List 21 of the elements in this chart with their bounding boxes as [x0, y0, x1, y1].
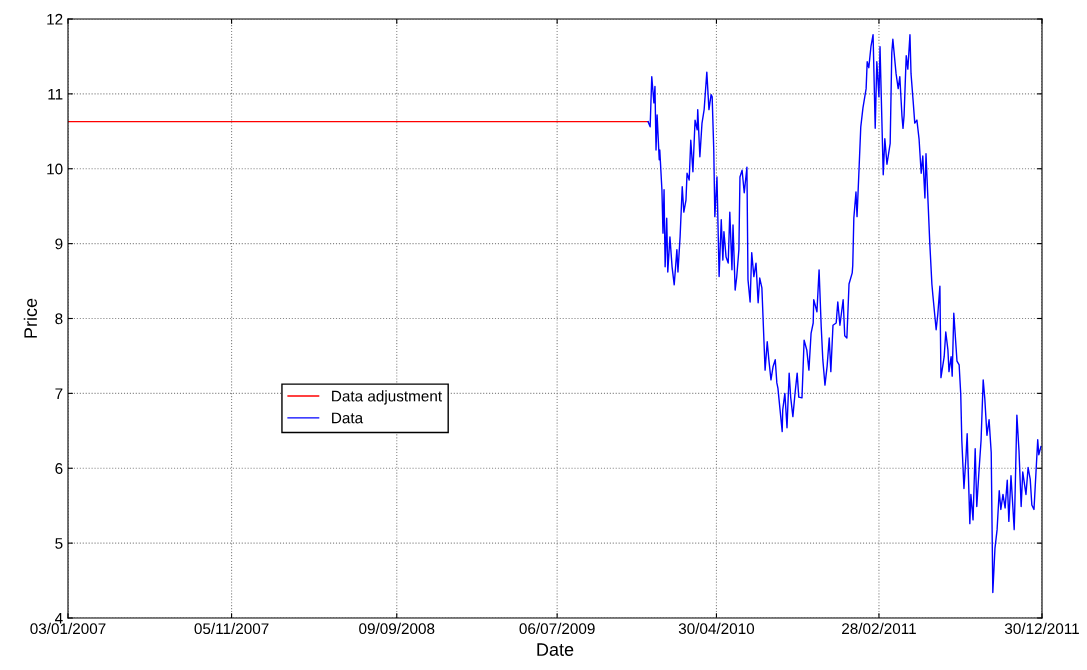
- y-tick-label: 6: [55, 463, 63, 474]
- y-axis-title: Price: [23, 298, 38, 338]
- x-tick-label: 06/07/2009: [519, 622, 595, 635]
- legend-label: Data adjustment: [332, 390, 442, 405]
- y-tick-label: 5: [55, 538, 63, 549]
- x-tick-label: 03/01/2007: [30, 622, 106, 635]
- y-tick-label: 11: [48, 88, 63, 100]
- y-tick-label: 9: [55, 238, 63, 250]
- line-series: [647, 34, 1042, 594]
- legend-label: Data: [332, 412, 364, 424]
- y-tick-label: 8: [55, 313, 63, 325]
- x-tick-label: 30/04/2010: [678, 622, 755, 635]
- x-tick-label: 05/11/2007: [194, 622, 269, 635]
- x-tick-label: 09/09/2008: [359, 622, 435, 635]
- y-tick-label: 4: [54, 613, 63, 624]
- x-axis-title: Date: [537, 643, 574, 656]
- x-tick-label: 28/02/2011: [842, 622, 916, 635]
- y-tick-label: 7: [55, 388, 63, 399]
- x-tick-label: 30/12/2011: [1004, 622, 1079, 635]
- y-tick-label: 10: [47, 163, 63, 175]
- y-tick-label: 12: [47, 13, 63, 25]
